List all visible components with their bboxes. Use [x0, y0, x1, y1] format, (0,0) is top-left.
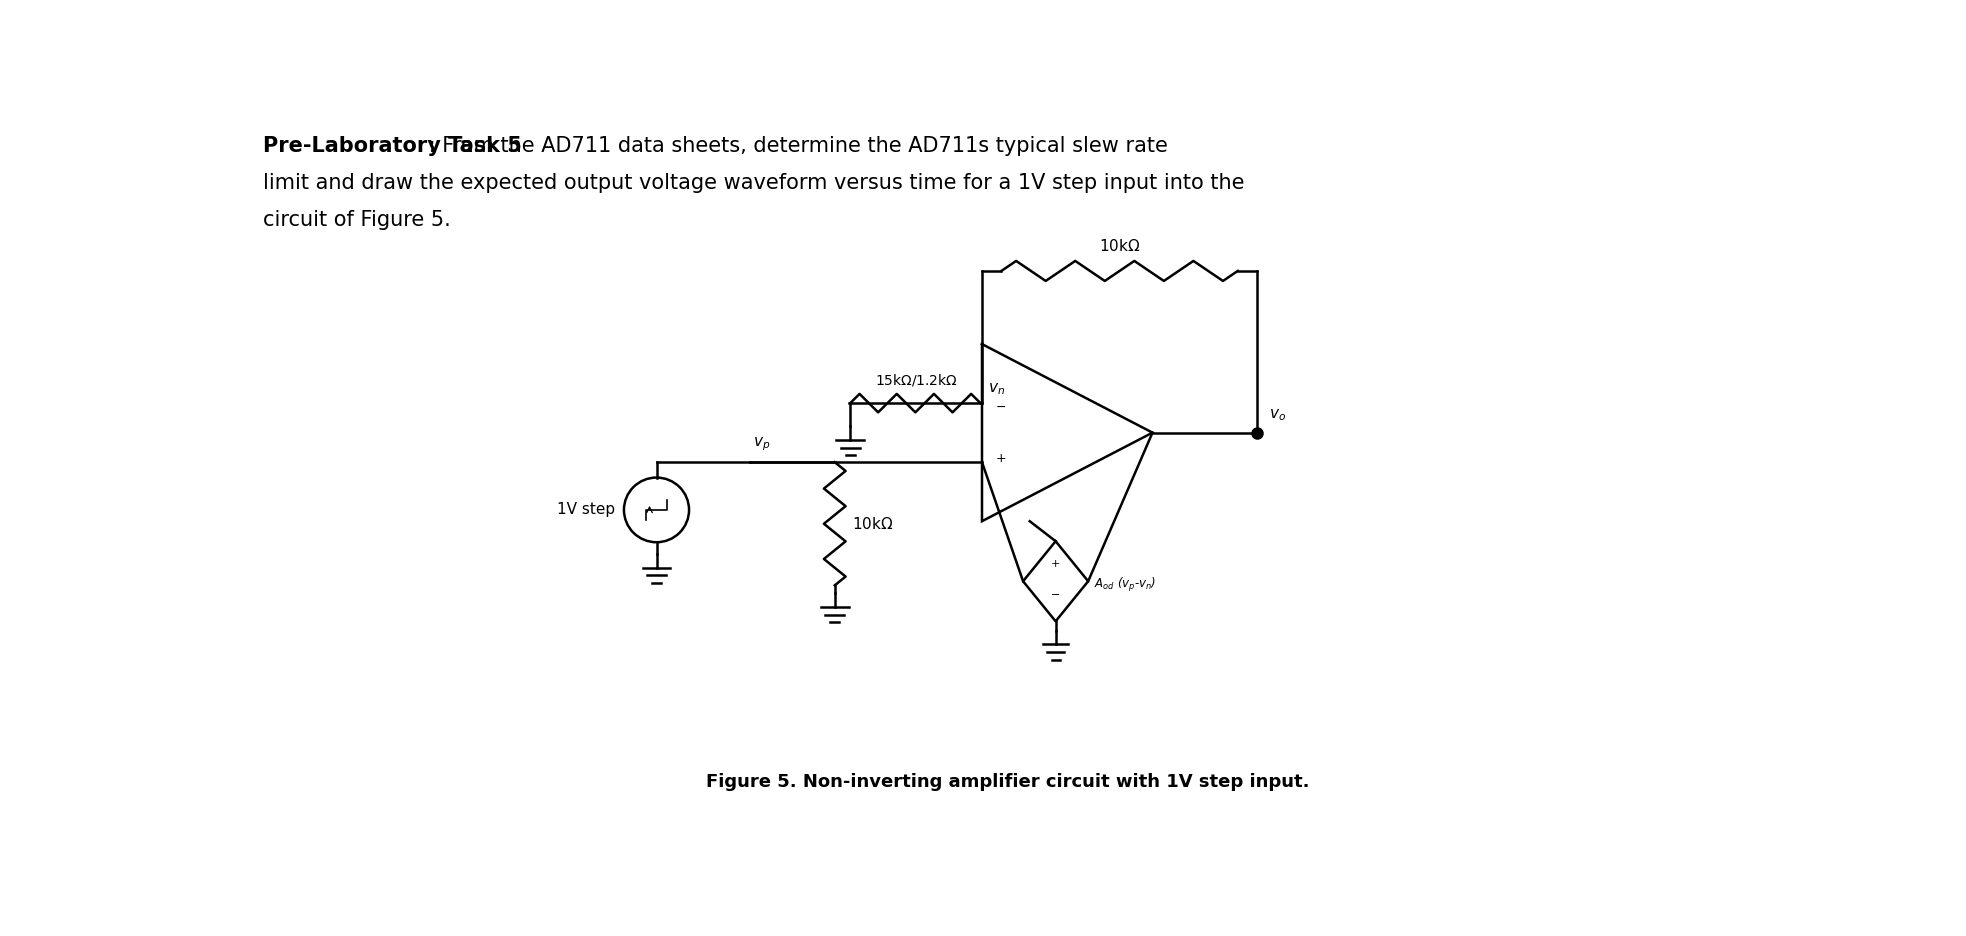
Text: +: + [997, 452, 1007, 465]
Text: $v_n$: $v_n$ [989, 381, 1005, 397]
Text: −: − [997, 401, 1007, 414]
Text: 10k$\Omega$: 10k$\Omega$ [1099, 238, 1140, 254]
Text: $v_o$: $v_o$ [1268, 408, 1286, 423]
Text: −: − [1052, 590, 1060, 600]
Text: Pre-Laboratory Task 5: Pre-Laboratory Task 5 [263, 137, 521, 156]
Text: 15k$\Omega$/1.2k$\Omega$: 15k$\Omega$/1.2k$\Omega$ [875, 372, 957, 388]
Text: +: + [1052, 560, 1060, 569]
Text: $A_{od}$ ($v_p$-$v_n$): $A_{od}$ ($v_p$-$v_n$) [1095, 576, 1156, 594]
Text: limit and draw the expected output voltage waveform versus time for a 1V step in: limit and draw the expected output volta… [263, 173, 1244, 193]
Text: circuit of Figure 5.: circuit of Figure 5. [263, 210, 450, 230]
Text: 10k$\Omega$: 10k$\Omega$ [851, 516, 893, 532]
Text: : From the AD711 data sheets, determine the AD711s typical slew rate: : From the AD711 data sheets, determine … [423, 137, 1168, 156]
Text: 1V step: 1V step [556, 503, 615, 518]
Text: $v_p$: $v_p$ [753, 435, 771, 453]
Text: Figure 5. Non-inverting amplifier circuit with 1V step input.: Figure 5. Non-inverting amplifier circui… [706, 773, 1309, 791]
